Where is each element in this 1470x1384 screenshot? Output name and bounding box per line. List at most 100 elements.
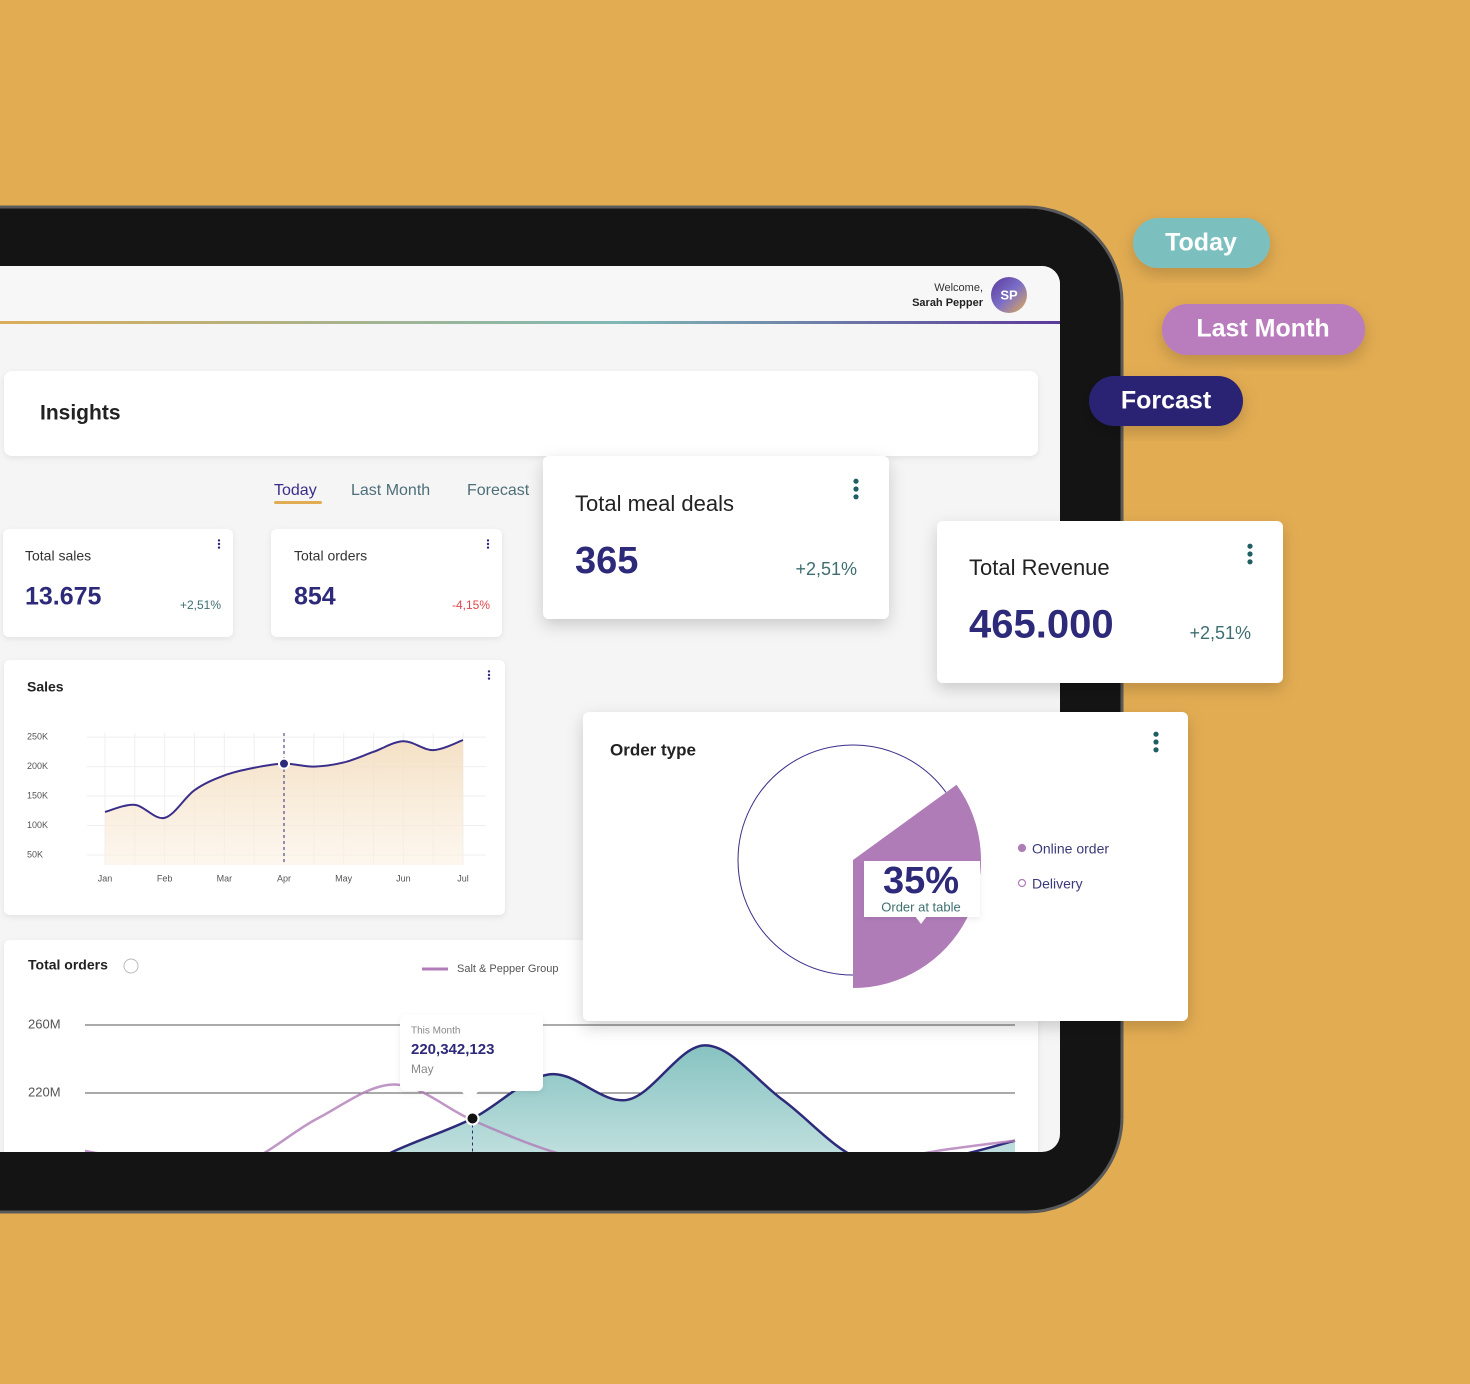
- x-tick-label: May: [335, 873, 353, 883]
- greeting: Welcome,: [934, 282, 983, 294]
- pill[interactable]: [1089, 376, 1243, 426]
- area-fill: [317, 1045, 1015, 1152]
- pill-label: Forcast: [1121, 387, 1212, 415]
- y-tick-label: 250K: [27, 732, 48, 742]
- tooltip-category: May: [411, 1062, 434, 1076]
- y-tick-label: 220M: [28, 1084, 61, 1099]
- stat-card: [3, 529, 233, 637]
- pie-chart: 35%Order at table Online order Delivery: [737, 744, 1109, 988]
- highlight-point: [465, 1111, 480, 1126]
- stat-change: +2,51%: [180, 598, 221, 612]
- kebab-dot: [487, 670, 491, 673]
- stat-change: +2,51%: [795, 559, 857, 579]
- avatar[interactable]: [991, 277, 1027, 313]
- tooltip: This Month 220,342,123 May: [400, 1015, 543, 1100]
- stat-card: [271, 529, 502, 637]
- x-tick-label: Jul: [457, 873, 469, 883]
- pie-slice: [737, 744, 947, 976]
- stat-change: +2,51%: [1189, 623, 1251, 643]
- tab-underline: [274, 501, 322, 504]
- y-tick-label: 200K: [27, 761, 48, 771]
- pill[interactable]: [1133, 218, 1270, 268]
- x-tick-label: Mar: [217, 873, 233, 883]
- kebab-dot: [486, 542, 490, 546]
- kebab-dot: [486, 539, 490, 542]
- y-tick-label: 100K: [27, 820, 48, 830]
- series-line: [84, 1083, 1016, 1152]
- y-tick-label: 260M: [28, 1016, 61, 1031]
- stat-value: 13.675: [25, 583, 102, 611]
- chart-title: Order type: [610, 740, 696, 759]
- x-tick-label: Jan: [98, 873, 113, 883]
- kebab-dot: [217, 542, 221, 546]
- chart-title: Total orders: [28, 957, 108, 973]
- kebab-menu[interactable]: [486, 539, 490, 549]
- orders-chart: 260M220M180M: [28, 1016, 1016, 1152]
- stat-change: -4,15%: [452, 598, 490, 612]
- x-tick-label: Jun: [396, 873, 411, 883]
- pill[interactable]: [1162, 304, 1365, 355]
- highlight-point: [278, 757, 290, 770]
- kebab-dot: [853, 478, 859, 484]
- stat-card: [543, 456, 889, 619]
- tab[interactable]: Today: [274, 482, 317, 499]
- y-tick-label: 150K: [27, 790, 48, 800]
- legend-marker[interactable]: [1017, 843, 1027, 853]
- legend-marker[interactable]: [1017, 878, 1027, 888]
- x-tick-label: Feb: [157, 873, 173, 883]
- kebab-menu[interactable]: [1153, 731, 1159, 753]
- value-label-box: [864, 861, 980, 917]
- area-fill: [105, 740, 463, 865]
- legend-label: Salt & Pepper Group: [457, 963, 559, 975]
- stat-label: Total sales: [25, 548, 91, 564]
- kebab-dot: [853, 494, 859, 500]
- avatar-initials: SP: [1000, 287, 1018, 302]
- y-tick-label: 50K: [27, 849, 43, 859]
- kebab-dot: [487, 677, 491, 680]
- legend-label[interactable]: Online order: [1032, 841, 1109, 857]
- tab[interactable]: Last Month: [351, 482, 430, 499]
- kebab-menu[interactable]: [1247, 543, 1253, 565]
- kebab-dot: [217, 546, 221, 549]
- top-bar-line: [0, 321, 1060, 324]
- kebab-dot: [853, 486, 859, 492]
- pill-label: Last Month: [1196, 315, 1329, 343]
- info-icon[interactable]: [123, 958, 139, 974]
- kebab-dot: [487, 673, 491, 677]
- stat-label: Total orders: [294, 548, 367, 564]
- tooltip-box: [400, 1015, 543, 1091]
- stat-value: 854: [294, 583, 336, 611]
- chart-title: Sales: [27, 679, 64, 695]
- pill-label: Today: [1165, 229, 1237, 257]
- kebab-dot: [1153, 747, 1159, 753]
- kebab-dot: [217, 539, 221, 542]
- stat-value: 465.000: [969, 603, 1114, 647]
- kebab-dot: [1247, 551, 1253, 557]
- x-tick-label: Apr: [277, 873, 291, 883]
- value-label-pointer: [915, 916, 927, 924]
- tab[interactable]: Forecast: [467, 482, 530, 499]
- kebab-dot: [486, 546, 490, 549]
- kebab-menu[interactable]: [487, 670, 491, 680]
- tooltip-value: 220,342,123: [411, 1041, 494, 1058]
- stat-value: 365: [575, 540, 638, 582]
- tooltip-title: This Month: [411, 1026, 460, 1037]
- kebab-dot: [1247, 543, 1253, 549]
- stat-label: Total Revenue: [969, 555, 1110, 580]
- title-card: [4, 371, 1038, 456]
- kebab-menu[interactable]: [853, 478, 859, 500]
- annotation: Order at table: [881, 899, 961, 914]
- kebab-menu[interactable]: [217, 539, 221, 549]
- kebab-dot: [1153, 731, 1159, 737]
- series-line: [316, 1044, 1016, 1152]
- kebab-dot: [1153, 739, 1159, 745]
- stat-card: [937, 521, 1283, 683]
- sales-chart: 250K 200K 150K 100K 50K Jan Feb Mar Apr May Jun Jul: [27, 732, 486, 883]
- kebab-dot: [1247, 559, 1253, 565]
- value-label: 35%: [883, 860, 959, 902]
- top-bar: [0, 266, 1060, 322]
- tooltip-pointer: [460, 1090, 480, 1100]
- user-name: Sarah Pepper: [912, 297, 984, 309]
- legend-label[interactable]: Delivery: [1032, 876, 1083, 892]
